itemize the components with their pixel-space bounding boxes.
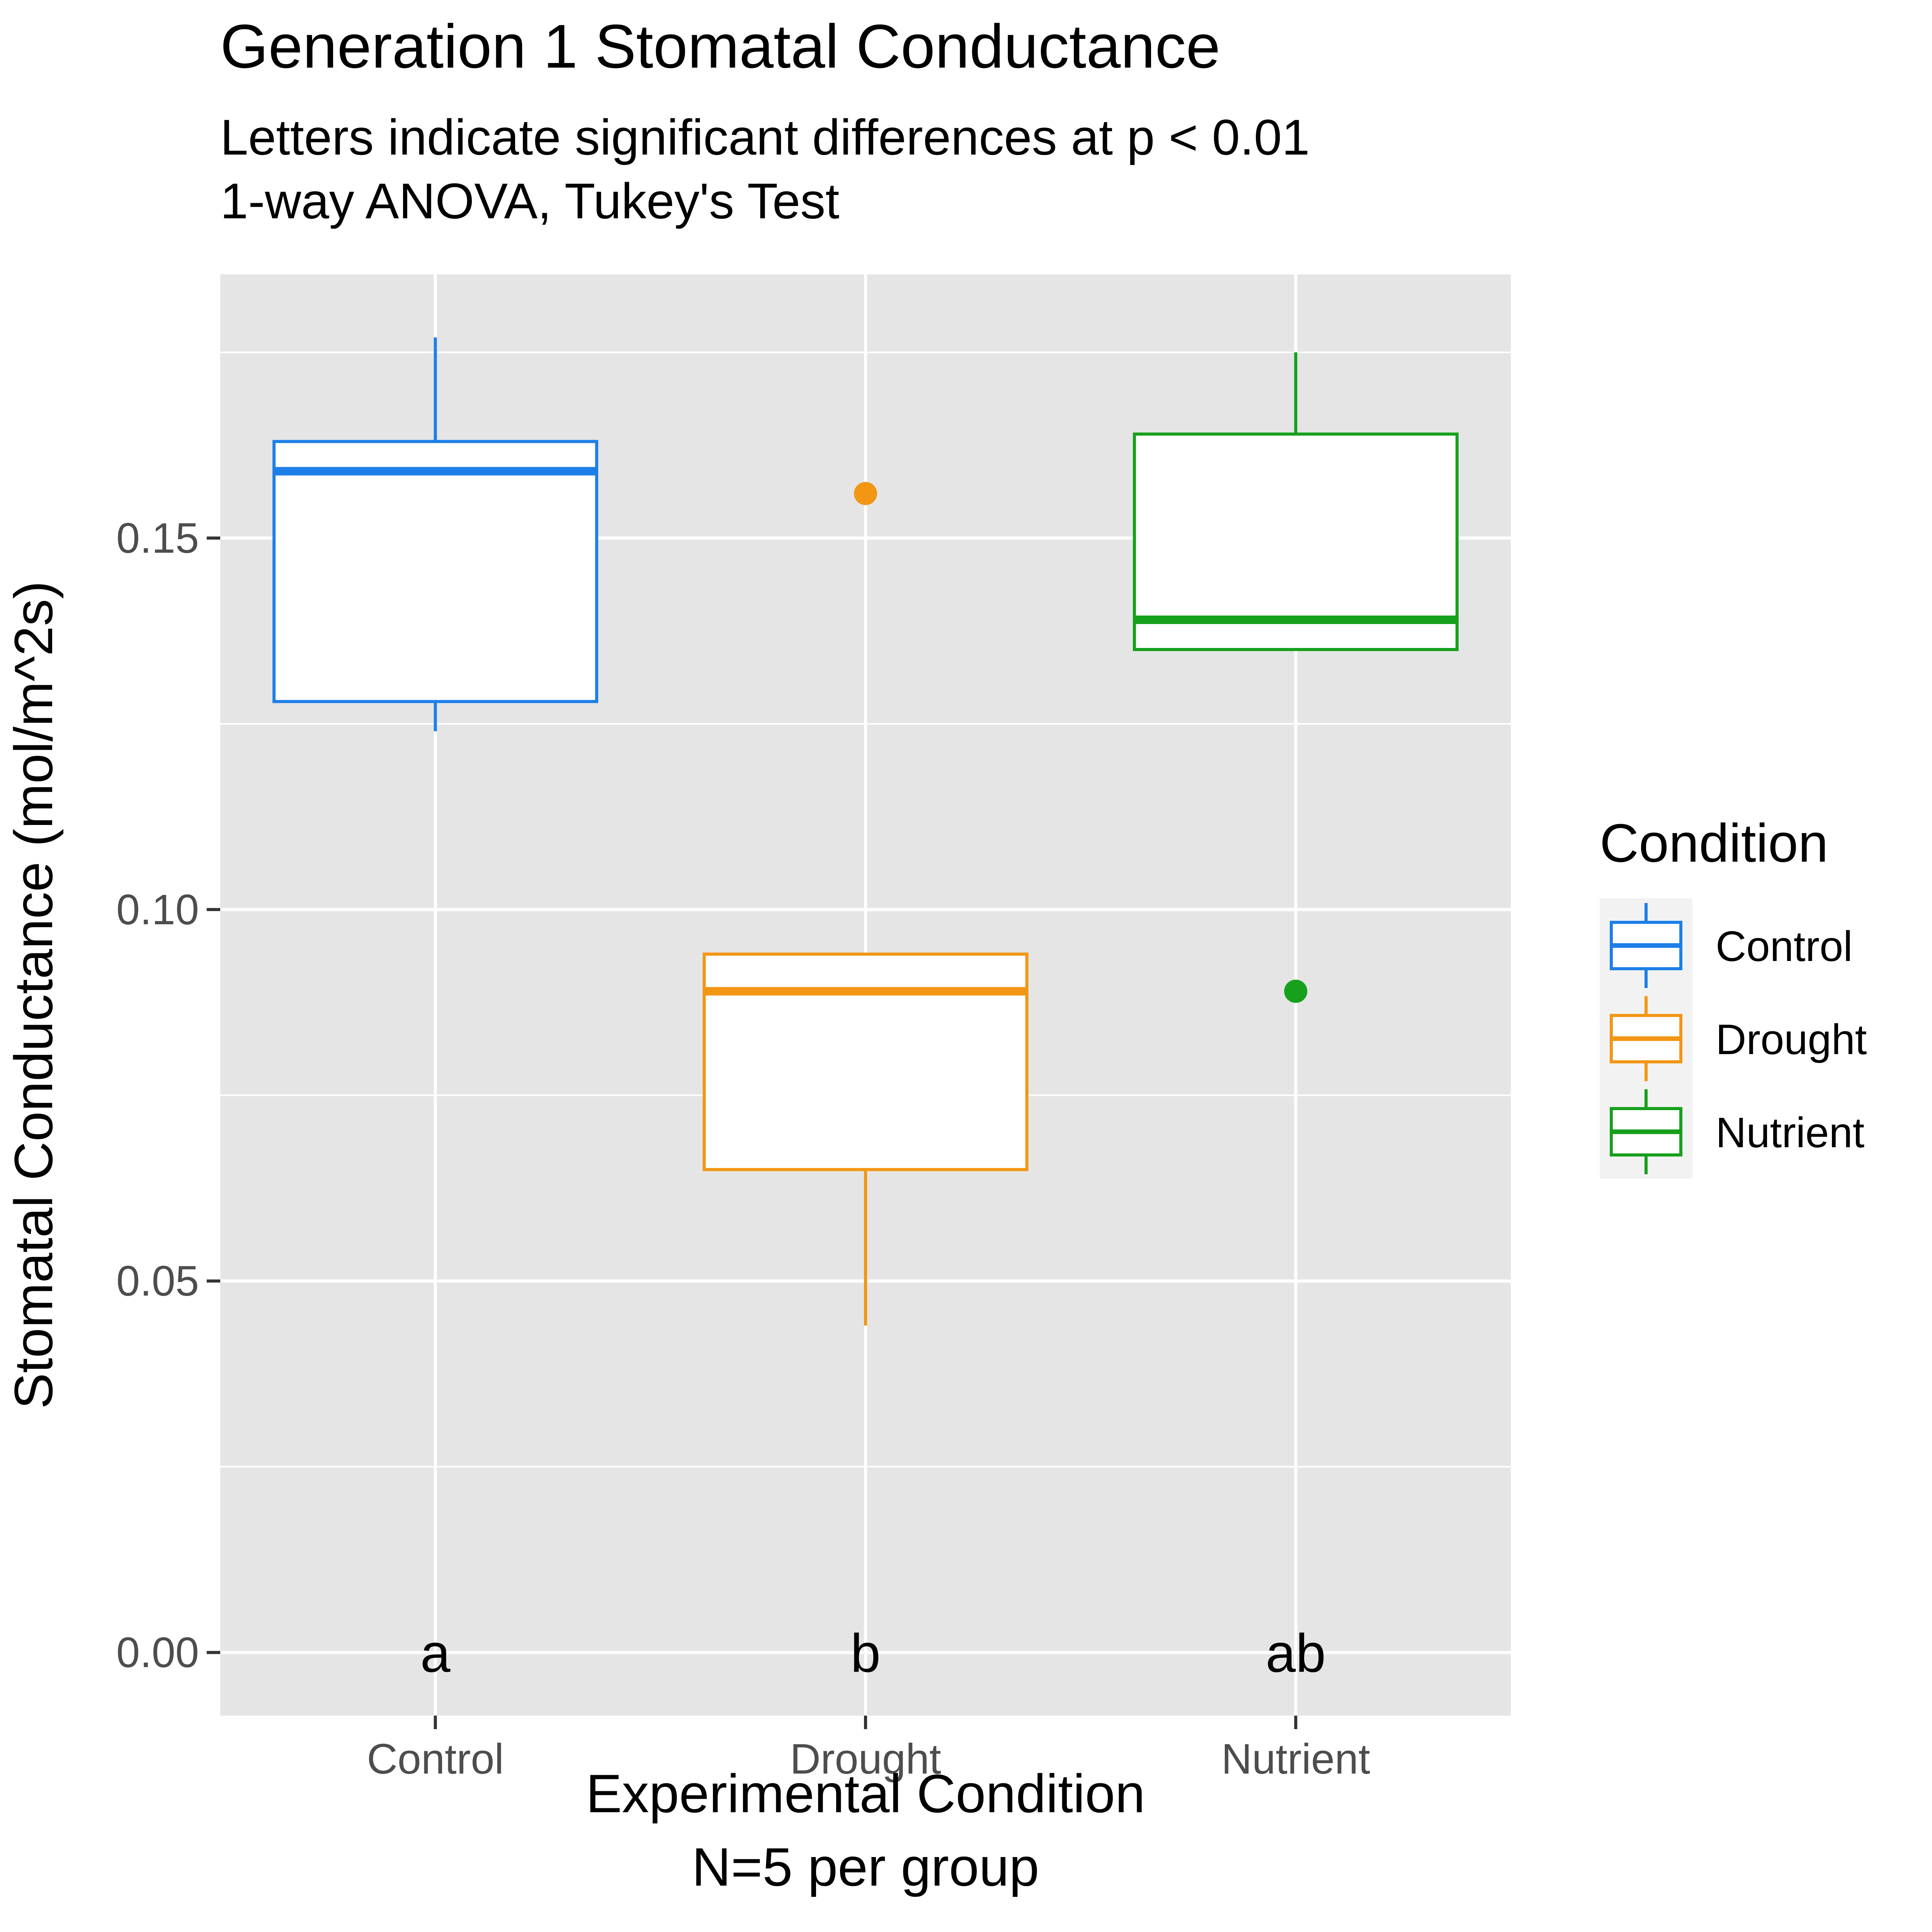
significance-letter: a — [420, 1623, 451, 1684]
y-tick-label: 0.10 — [116, 886, 199, 934]
legend-label: Nutrient — [1716, 1109, 1864, 1156]
legend-entry-drought: Drought — [1610, 996, 1867, 1081]
y-tick-label: 0.15 — [116, 515, 199, 562]
boxplot-control — [272, 337, 599, 731]
x-axis-label-line-2: N=5 per group — [692, 1837, 1039, 1897]
box-plots — [272, 337, 1459, 1326]
x-axis: Control Drought Nutrient — [367, 1716, 1370, 1783]
legend-label: Control — [1716, 923, 1853, 970]
boxplot-nutrient — [1133, 352, 1459, 1003]
significance-letters: a b ab — [420, 1623, 1326, 1684]
legend-entry-control: Control — [1610, 903, 1853, 988]
y-tick-label: 0.00 — [116, 1629, 199, 1677]
significance-letter: ab — [1265, 1623, 1326, 1684]
box-iqr — [1133, 432, 1459, 651]
x-tick-label: Control — [367, 1735, 504, 1783]
box-iqr — [272, 440, 599, 703]
chart-title: Generation 1 Stomatal Conductance — [220, 12, 1220, 81]
x-tick-label: Drought — [790, 1735, 941, 1783]
significance-letter: b — [850, 1623, 881, 1684]
outlier-point — [1284, 980, 1308, 1003]
boxplot-drought — [702, 482, 1029, 1326]
legend: Condition Control Drought Nutrient — [1600, 813, 1867, 1179]
y-tick-label: 0.05 — [116, 1257, 199, 1305]
box-iqr — [702, 952, 1029, 1171]
outlier-point — [854, 482, 877, 505]
y-axis-label: Stomatal Conductance (mol/m^2s) — [3, 581, 64, 1409]
x-axis-label-line-1: Experimental Condition — [586, 1763, 1145, 1824]
legend-label: Drought — [1716, 1016, 1867, 1063]
legend-entry-nutrient: Nutrient — [1610, 1089, 1864, 1174]
legend-title: Condition — [1600, 813, 1828, 873]
chart-subtitle-line-1: Letters indicate significant differences… — [220, 109, 1310, 165]
y-axis: 0.00 0.05 0.10 0.15 — [116, 515, 220, 1677]
chart-subtitle-line-2: 1-way ANOVA, Tukey's Test — [220, 173, 839, 229]
x-tick-label: Nutrient — [1221, 1735, 1370, 1783]
